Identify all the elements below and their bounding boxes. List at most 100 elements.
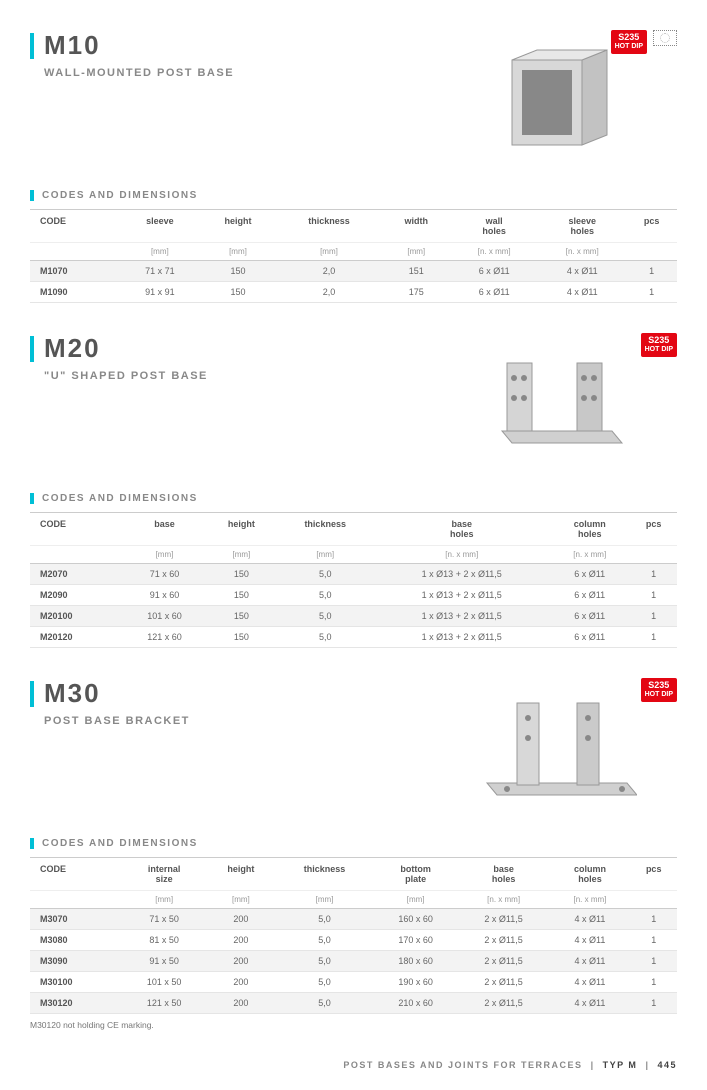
unit-cell: [mm] (276, 891, 374, 909)
unit-cell: [mm] (374, 891, 458, 909)
table-cell: 200 (206, 930, 275, 951)
table-cell: 1 (630, 930, 677, 951)
badge-s235: S235HOT DIP (641, 333, 677, 357)
unit-cell (626, 243, 677, 261)
table-cell: 1 x Ø13 + 2 x Ø11,5 (374, 564, 549, 585)
table-cell: 6 x Ø11 (549, 585, 630, 606)
table-cell: 121 x 50 (122, 993, 206, 1014)
table-cell: 210 x 60 (374, 993, 458, 1014)
table-cell: 200 (206, 951, 275, 972)
table-row: M308081 x 502005,0170 x 602 x Ø11,54 x Ø… (30, 930, 677, 951)
unit-cell: [mm] (200, 243, 275, 261)
table-cell: M2090 (30, 585, 122, 606)
table-header: wallholes (450, 210, 538, 243)
badge-s235: S235HOT DIP (641, 678, 677, 702)
codes-heading: CODES AND DIMENSIONS (30, 838, 677, 849)
table-header: CODE (30, 858, 122, 891)
table-cell: 5,0 (276, 909, 374, 930)
table-cell: 5,0 (276, 585, 374, 606)
table-cell: 1 (630, 585, 677, 606)
unit-cell: [n. x mm] (374, 546, 549, 564)
table-cell: 5,0 (276, 951, 374, 972)
table-cell: 200 (206, 909, 275, 930)
unit-cell (30, 891, 122, 909)
table-cell: 150 (207, 564, 276, 585)
table-row: M309091 x 502005,0180 x 602 x Ø11,54 x Ø… (30, 951, 677, 972)
table-cell: M1070 (30, 261, 119, 282)
table-cell: 175 (382, 282, 450, 303)
spec-table: CODEinternalsizeheightthicknessbottompla… (30, 857, 677, 1014)
unit-cell (30, 243, 119, 261)
table-cell: 5,0 (276, 972, 374, 993)
table-cell: M30120 (30, 993, 122, 1014)
unit-cell: [n. x mm] (450, 243, 538, 261)
table-cell: 150 (200, 261, 275, 282)
table-cell: 5,0 (276, 930, 374, 951)
table-cell: 150 (207, 585, 276, 606)
table-cell: 1 (630, 909, 677, 930)
table-cell: 6 x Ø11 (450, 261, 538, 282)
table-cell: 6 x Ø11 (549, 627, 630, 648)
accent-bar (30, 838, 34, 849)
spec-table: CODEsleeveheightthicknesswidthwallholess… (30, 209, 677, 303)
table-cell: M3070 (30, 909, 122, 930)
table-header: thickness (276, 858, 374, 891)
table-header: thickness (276, 210, 383, 243)
footer-type: TYP M (603, 1060, 638, 1070)
table-header: height (200, 210, 275, 243)
table-cell: 180 x 60 (374, 951, 458, 972)
unit-cell: [mm] (119, 243, 200, 261)
table-header: pcs (630, 513, 677, 546)
table-cell: 2 x Ø11,5 (458, 930, 550, 951)
table-row: M109091 x 911502,01756 x Ø114 x Ø111 (30, 282, 677, 303)
unit-cell: [n. x mm] (538, 243, 626, 261)
table-header: columnholes (549, 858, 630, 891)
table-cell: 91 x 60 (122, 585, 206, 606)
product-image (477, 343, 637, 473)
unit-cell: [mm] (206, 891, 275, 909)
table-header: sleeve (119, 210, 200, 243)
table-cell: 81 x 50 (122, 930, 206, 951)
table-cell: 1 x Ø13 + 2 x Ø11,5 (374, 606, 549, 627)
table-cell: 5,0 (276, 627, 374, 648)
product-section: S235HOT DIPM20"U" SHAPED POST BASECODES … (30, 333, 677, 648)
table-header: baseholes (458, 858, 550, 891)
table-cell: 1 (630, 972, 677, 993)
table-cell: 1 x Ø13 + 2 x Ø11,5 (374, 585, 549, 606)
table-row: M209091 x 601505,01 x Ø13 + 2 x Ø11,56 x… (30, 585, 677, 606)
table-cell: 200 (206, 993, 275, 1014)
accent-bar (30, 493, 34, 504)
table-cell: 91 x 50 (122, 951, 206, 972)
table-cell: 2 x Ø11,5 (458, 993, 550, 1014)
table-cell: 4 x Ø11 (538, 282, 626, 303)
table-cell: 1 (630, 993, 677, 1014)
product-code: M10 (44, 30, 101, 61)
table-cell: 5,0 (276, 564, 374, 585)
table-cell: M3080 (30, 930, 122, 951)
unit-cell: [mm] (276, 243, 383, 261)
table-header: base (122, 513, 206, 546)
table-cell: 2 x Ø11,5 (458, 909, 550, 930)
table-cell: 121 x 60 (122, 627, 206, 648)
table-cell: 71 x 50 (122, 909, 206, 930)
table-row: M30100101 x 502005,0190 x 602 x Ø11,54 x… (30, 972, 677, 993)
table-cell: 200 (206, 972, 275, 993)
table-header: pcs (630, 858, 677, 891)
table-cell: M3090 (30, 951, 122, 972)
table-cell: 150 (207, 606, 276, 627)
table-cell: 160 x 60 (374, 909, 458, 930)
table-cell: 4 x Ø11 (549, 909, 630, 930)
table-cell: 190 x 60 (374, 972, 458, 993)
table-cell: 2 x Ø11,5 (458, 972, 550, 993)
table-cell: 2,0 (276, 261, 383, 282)
table-row: M207071 x 601505,01 x Ø13 + 2 x Ø11,56 x… (30, 564, 677, 585)
table-cell: 1 x Ø13 + 2 x Ø11,5 (374, 627, 549, 648)
unit-cell (630, 891, 677, 909)
table-cell: 71 x 71 (119, 261, 200, 282)
unit-cell: [mm] (122, 891, 206, 909)
unit-cell: [mm] (276, 546, 374, 564)
table-header: height (207, 513, 276, 546)
page-footer: POST BASES AND JOINTS FOR TERRACES | TYP… (30, 1060, 677, 1070)
table-cell: M30100 (30, 972, 122, 993)
table-cell: M1090 (30, 282, 119, 303)
